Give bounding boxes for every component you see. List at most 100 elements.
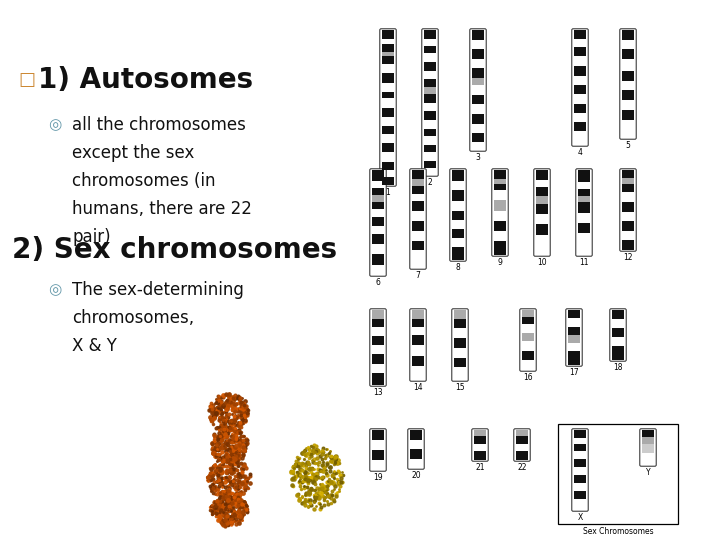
Bar	[372, 354, 384, 364]
Text: 18: 18	[613, 363, 623, 372]
Bar	[474, 436, 486, 443]
Bar	[472, 78, 484, 85]
Bar	[424, 46, 436, 53]
Text: 7: 7	[415, 271, 420, 280]
Bar	[516, 436, 528, 443]
Bar	[494, 221, 505, 231]
Text: pair): pair)	[72, 228, 111, 246]
Bar	[412, 201, 424, 211]
Bar	[412, 179, 424, 186]
Text: 22: 22	[517, 463, 527, 472]
Bar	[372, 319, 384, 327]
Bar	[424, 111, 436, 120]
Bar	[454, 319, 466, 328]
Text: 11: 11	[580, 258, 589, 267]
Bar	[412, 221, 424, 231]
Text: chromosomes,: chromosomes,	[72, 309, 194, 327]
Bar	[494, 170, 505, 179]
Bar	[575, 47, 586, 57]
Bar	[412, 186, 424, 193]
Text: 1) Autosomes: 1) Autosomes	[38, 66, 253, 94]
Text: 14: 14	[413, 383, 423, 392]
Bar	[622, 50, 634, 59]
Text: 2) Sex chromosomes: 2) Sex chromosomes	[12, 236, 337, 264]
Bar	[382, 126, 394, 134]
FancyBboxPatch shape	[572, 29, 588, 146]
Bar	[622, 221, 634, 231]
Bar	[424, 160, 436, 168]
Text: 17: 17	[570, 368, 579, 377]
Text: 21: 21	[475, 463, 485, 472]
Bar	[452, 170, 464, 181]
Text: 19: 19	[373, 473, 383, 482]
Bar	[410, 430, 422, 440]
Bar	[412, 319, 424, 327]
Bar	[575, 85, 586, 94]
Text: 4: 4	[577, 148, 582, 157]
Bar	[622, 71, 634, 81]
Text: The sex-determining: The sex-determining	[72, 281, 244, 299]
Bar	[452, 211, 464, 220]
Bar	[642, 444, 654, 453]
Bar	[474, 451, 486, 460]
FancyBboxPatch shape	[520, 309, 536, 371]
Bar	[575, 475, 586, 483]
Bar	[622, 110, 634, 120]
Text: 12: 12	[624, 253, 633, 262]
Bar	[612, 328, 624, 337]
Bar	[382, 107, 394, 117]
FancyBboxPatch shape	[422, 29, 438, 176]
Text: 20: 20	[411, 471, 420, 480]
Bar	[412, 355, 424, 366]
Bar	[472, 69, 484, 78]
Bar	[575, 491, 586, 499]
Bar	[568, 310, 580, 318]
Bar	[382, 44, 394, 52]
Bar	[575, 104, 586, 113]
Text: 6: 6	[376, 278, 380, 287]
Bar	[472, 95, 484, 104]
FancyBboxPatch shape	[492, 169, 508, 256]
FancyBboxPatch shape	[370, 429, 386, 471]
Text: except the sex: except the sex	[72, 144, 194, 162]
Bar	[516, 451, 528, 460]
Bar	[472, 114, 484, 124]
Bar	[372, 430, 384, 440]
Bar	[494, 200, 505, 211]
Bar	[578, 188, 590, 195]
Bar	[494, 179, 505, 185]
Bar	[412, 335, 424, 345]
FancyBboxPatch shape	[620, 29, 636, 139]
Text: 13: 13	[373, 388, 383, 397]
Bar	[424, 30, 436, 39]
Text: 16: 16	[523, 373, 533, 382]
Bar	[568, 327, 580, 335]
FancyBboxPatch shape	[370, 169, 386, 276]
Bar	[454, 338, 466, 348]
Bar	[372, 310, 384, 319]
Text: X: X	[577, 513, 582, 522]
Bar	[382, 177, 394, 185]
Bar	[622, 240, 634, 250]
Bar	[575, 122, 586, 131]
FancyBboxPatch shape	[566, 309, 582, 366]
Bar	[372, 201, 384, 209]
Text: □: □	[18, 71, 35, 89]
Bar	[372, 234, 384, 244]
Bar	[452, 247, 464, 260]
Bar	[372, 188, 384, 195]
FancyBboxPatch shape	[408, 429, 424, 469]
Bar	[412, 170, 424, 179]
Bar	[622, 202, 634, 212]
Text: Y: Y	[646, 468, 650, 477]
FancyBboxPatch shape	[640, 429, 656, 466]
Bar	[424, 62, 436, 71]
Bar	[575, 30, 586, 39]
Bar	[410, 449, 422, 458]
Bar	[382, 162, 394, 170]
Bar	[494, 241, 505, 255]
Text: Sex Chromosomes: Sex Chromosomes	[582, 527, 653, 536]
Text: 10: 10	[537, 258, 546, 267]
Text: all the chromosomes: all the chromosomes	[72, 116, 246, 134]
Bar	[494, 185, 505, 191]
